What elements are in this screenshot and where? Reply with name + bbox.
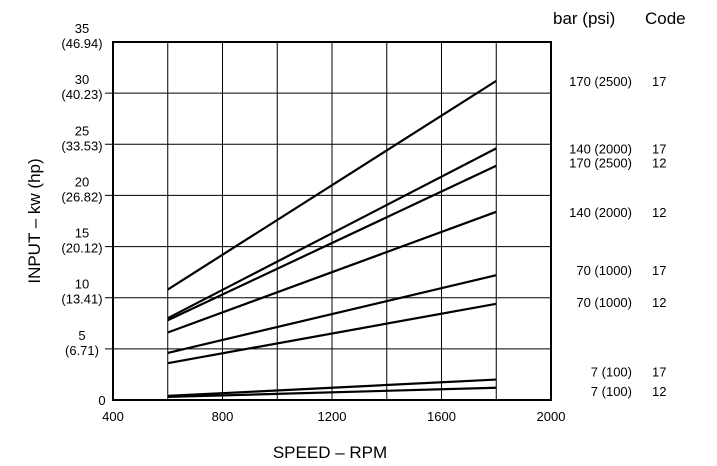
y-tick-label: 30 (75, 72, 89, 87)
series-label-code: 12 (652, 205, 666, 220)
series-label-pressure: 70 (1000) (576, 263, 632, 278)
y-tick-label: 0 (98, 393, 105, 408)
plot-frame (112, 41, 552, 401)
y-tick-label: 15 (75, 226, 89, 241)
series-label-code: 12 (652, 384, 666, 399)
y-axis-title: INPUT – kw (hp) (25, 158, 44, 283)
x-tick-label: 2000 (537, 409, 566, 424)
y-tick-label: 5 (78, 328, 85, 343)
series-labels: 170 (2500) 17 140 (2000) 17 170 (2500) 12 140 … (569, 74, 666, 399)
series-line (167, 386, 497, 399)
series-label-code: 12 (652, 295, 666, 310)
y-tick-label-hp: (13.41) (61, 292, 102, 307)
series-line (167, 274, 497, 355)
series-label-pressure: 70 (1000) (576, 295, 632, 310)
series-label-pressure: 140 (2000) (569, 205, 632, 220)
series-line (167, 147, 497, 320)
y-tick-label: 25 (75, 123, 89, 138)
x-tick-label: 800 (212, 409, 234, 424)
y-tick-label-hp: (26.82) (61, 189, 102, 204)
series-label-pressure: 170 (2500) (569, 156, 632, 171)
right-header-pressure: bar (psi) (553, 9, 615, 28)
y-tick-label-hp: (40.23) (61, 87, 102, 102)
series-line (167, 164, 497, 322)
y-tick-label-hp: (6.71) (65, 343, 99, 358)
series-line (167, 210, 497, 334)
right-header-code: Code (645, 9, 686, 28)
y-tick-labels: 0 5(6.71) 10(13.41) 15(20.12) 20(26.82) 25(33… (61, 21, 105, 408)
series-label-pressure: 170 (2500) (569, 74, 632, 89)
y-tick-label-hp: (20.12) (61, 241, 102, 256)
series-line (167, 302, 497, 365)
series-label-code: 12 (652, 156, 666, 171)
x-tick-labels: 400 800 1200 1600 2000 (102, 409, 565, 424)
series-label-pressure: 140 (2000) (569, 141, 632, 156)
x-tick-label: 1200 (318, 409, 347, 424)
y-tick-label: 35 (75, 21, 89, 36)
series-label-code: 17 (652, 263, 666, 278)
series-label-pressure: 7 (100) (591, 364, 632, 379)
series-label-code: 17 (652, 364, 666, 379)
x-tick-label: 400 (102, 409, 124, 424)
x-axis-title: SPEED – RPM (273, 443, 387, 462)
series-lines (167, 79, 497, 399)
y-tick-label-hp: (46.94) (61, 36, 102, 51)
series-label-code: 17 (652, 141, 666, 156)
series-label-pressure: 7 (100) (591, 384, 632, 399)
y-tick-label: 20 (75, 174, 89, 189)
series-line (167, 79, 497, 291)
y-tick-label: 10 (75, 277, 89, 292)
grid-lines (105, 42, 551, 400)
x-tick-label: 1600 (427, 409, 456, 424)
series-label-code: 17 (652, 74, 666, 89)
y-tick-label-hp: (33.53) (61, 138, 102, 153)
series-line (167, 378, 497, 398)
